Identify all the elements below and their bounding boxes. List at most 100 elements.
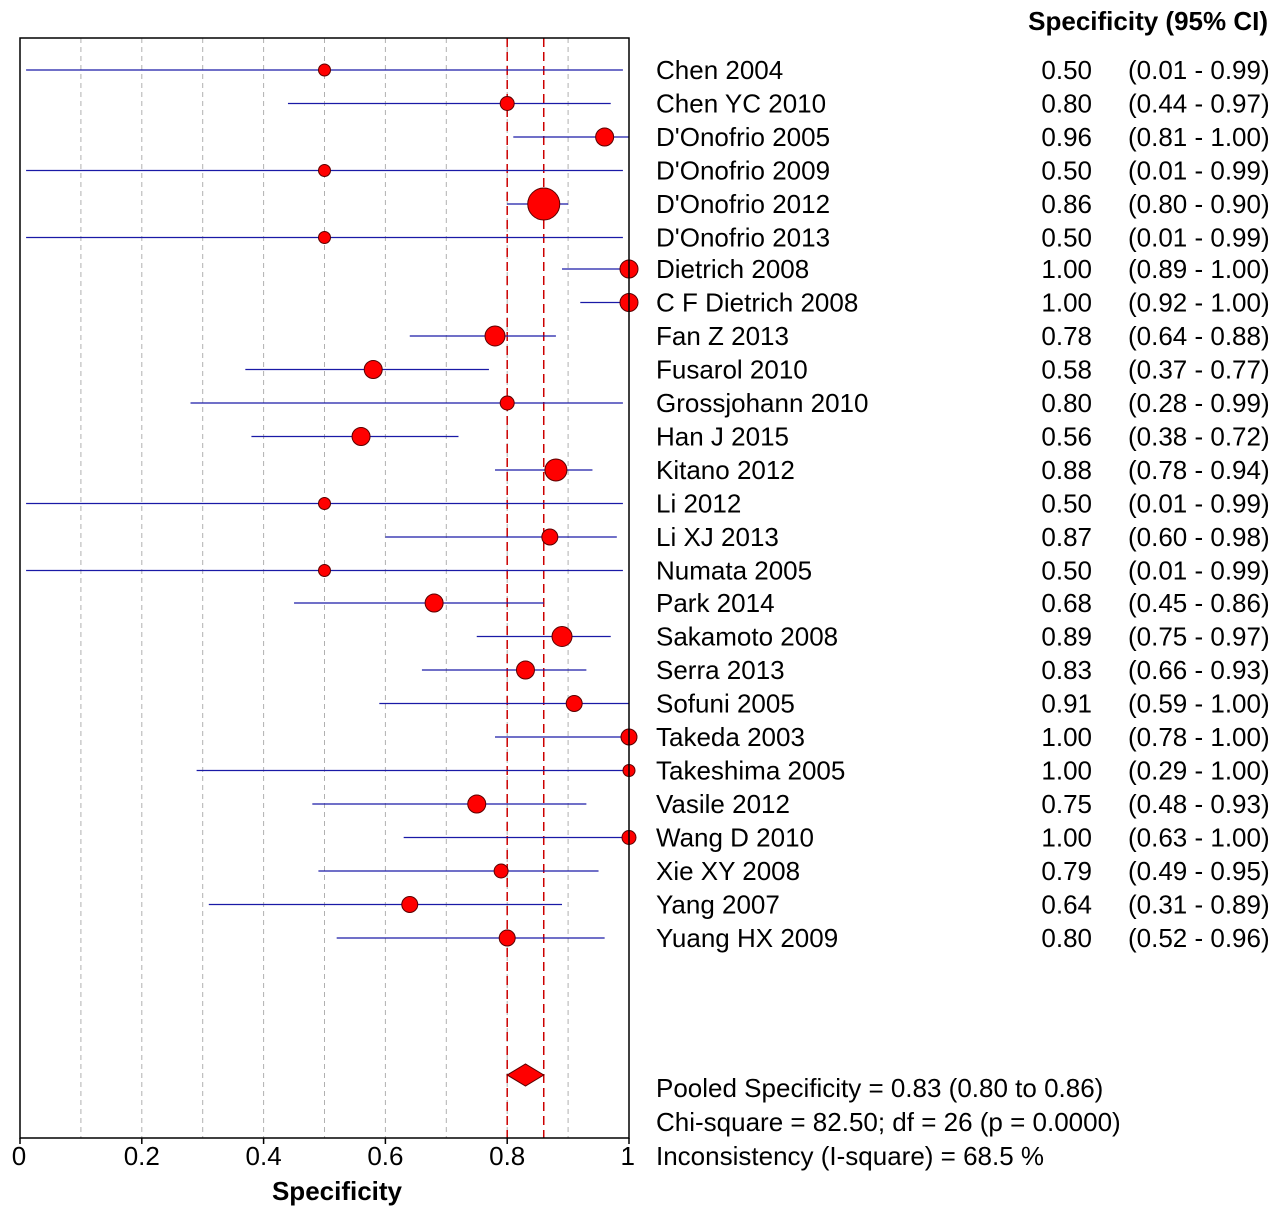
study-ci: (0.52 - 0.96) <box>1128 923 1270 953</box>
study-ci: (0.28 - 0.99) <box>1128 388 1270 418</box>
study-label: Li 2012 <box>656 489 741 519</box>
study-label: Dietrich 2008 <box>656 254 809 284</box>
study-value: 0.50 <box>1041 156 1092 186</box>
pooled-ci-reference-lines <box>506 38 545 1138</box>
study-ci: (0.31 - 0.89) <box>1128 890 1270 920</box>
study-ci: (0.01 - 0.99) <box>1128 55 1270 85</box>
study-label: Chen 2004 <box>656 55 783 85</box>
study-marker <box>318 231 331 244</box>
study-value: 0.96 <box>1041 122 1092 152</box>
study-label: D'Onofrio 2005 <box>656 122 830 152</box>
study-label: Li XJ 2013 <box>656 522 779 552</box>
study-ci: (0.75 - 0.97) <box>1128 622 1270 652</box>
study-label: Takeda 2003 <box>656 722 805 752</box>
study-value: 0.86 <box>1041 189 1092 219</box>
study-marker <box>498 929 516 947</box>
x-tick-label: 0.2 <box>124 1141 160 1171</box>
study-value: 0.50 <box>1041 556 1092 586</box>
study-value: 0.78 <box>1041 321 1092 351</box>
study-label: D'Onofrio 2009 <box>656 156 830 186</box>
study-marker <box>401 896 419 913</box>
study-label: Sakamoto 2008 <box>656 622 838 652</box>
study-marker <box>318 564 331 577</box>
study-ci: (0.66 - 0.93) <box>1128 655 1270 685</box>
pooled-diamond <box>506 1063 545 1087</box>
study-ci: (0.89 - 1.00) <box>1128 254 1270 284</box>
study-label: Park 2014 <box>656 588 775 618</box>
study-label: Xie XY 2008 <box>656 856 800 886</box>
study-value: 1.00 <box>1041 756 1092 786</box>
study-label: Wang D 2010 <box>656 823 814 853</box>
x-tick-label: 0.4 <box>246 1141 282 1171</box>
study-ci: (0.63 - 1.00) <box>1128 823 1270 853</box>
study-value: 0.79 <box>1041 856 1092 886</box>
study-ci: (0.01 - 0.99) <box>1128 223 1270 253</box>
study-ci: (0.81 - 1.00) <box>1128 122 1270 152</box>
study-value: 1.00 <box>1041 722 1092 752</box>
study-ci: (0.38 - 0.72) <box>1128 422 1270 452</box>
study-value: 0.50 <box>1041 223 1092 253</box>
study-marker <box>363 360 383 379</box>
study-label: Takeshima 2005 <box>656 756 845 786</box>
summary-stat-line: Chi-square = 82.50; df = 26 (p = 0.0000) <box>656 1107 1121 1137</box>
study-value: 0.80 <box>1041 923 1092 953</box>
study-value: 0.83 <box>1041 655 1092 685</box>
study-ci: (0.80 - 0.90) <box>1128 189 1270 219</box>
study-value: 1.00 <box>1041 288 1092 318</box>
study-value: 0.68 <box>1041 588 1092 618</box>
study-ci: (0.64 - 0.88) <box>1128 321 1270 351</box>
study-marker <box>499 96 515 111</box>
study-ci: (0.60 - 0.98) <box>1128 522 1270 552</box>
study-label: D'Onofrio 2013 <box>656 223 830 253</box>
ci-lines <box>26 69 629 939</box>
x-axis-title: Specificity <box>272 1176 403 1206</box>
study-ci: (0.29 - 1.00) <box>1128 756 1270 786</box>
study-ci: (0.78 - 1.00) <box>1128 722 1270 752</box>
study-ci: (0.78 - 0.94) <box>1128 455 1270 485</box>
study-value: 0.89 <box>1041 622 1092 652</box>
study-label: Chen YC 2010 <box>656 89 826 119</box>
study-value: 0.91 <box>1041 689 1092 719</box>
study-marker <box>565 695 583 712</box>
column-header: Specificity (95% CI) <box>1028 6 1268 36</box>
study-ci: (0.49 - 0.95) <box>1128 856 1270 886</box>
study-label: Yuang HX 2009 <box>656 923 838 953</box>
study-value: 0.56 <box>1041 422 1092 452</box>
study-ci: (0.01 - 0.99) <box>1128 556 1270 586</box>
study-marker <box>515 660 535 680</box>
study-ci: (0.59 - 1.00) <box>1128 689 1270 719</box>
study-label: Numata 2005 <box>656 556 812 586</box>
study-value: 0.50 <box>1041 55 1092 85</box>
study-markers <box>318 63 639 947</box>
study-label: Fusarol 2010 <box>656 355 808 385</box>
x-axis-ticks: 0 0.2 0.4 0.6 0.8 1 <box>12 1138 635 1171</box>
study-value: 0.87 <box>1041 522 1092 552</box>
study-label: Yang 2007 <box>656 890 780 920</box>
study-ci: (0.45 - 0.86) <box>1128 588 1270 618</box>
study-label: Vasile 2012 <box>656 789 790 819</box>
study-marker <box>467 794 487 814</box>
study-value: 0.80 <box>1041 89 1092 119</box>
study-ci: (0.37 - 0.77) <box>1128 355 1270 385</box>
study-label: C F Dietrich 2008 <box>656 288 858 318</box>
study-value: 0.64 <box>1041 890 1092 920</box>
study-marker <box>499 395 515 411</box>
study-value: 1.00 <box>1041 254 1092 284</box>
study-value: 0.88 <box>1041 455 1092 485</box>
study-value: 0.75 <box>1041 789 1092 819</box>
study-label: Serra 2013 <box>656 655 785 685</box>
study-label: Grossjohann 2010 <box>656 388 868 418</box>
x-tick-label: 1 <box>621 1141 635 1171</box>
study-marker <box>541 528 559 546</box>
study-value: 0.80 <box>1041 388 1092 418</box>
study-marker <box>318 497 331 510</box>
x-tick-label: 0 <box>12 1141 26 1171</box>
x-tick-label: 0.8 <box>489 1141 525 1171</box>
study-marker <box>551 626 573 647</box>
study-marker <box>484 325 506 347</box>
study-label: Sofuni 2005 <box>656 689 795 719</box>
study-marker <box>544 458 568 482</box>
plot-frame <box>19 37 630 1139</box>
study-label: Fan Z 2013 <box>656 321 789 351</box>
